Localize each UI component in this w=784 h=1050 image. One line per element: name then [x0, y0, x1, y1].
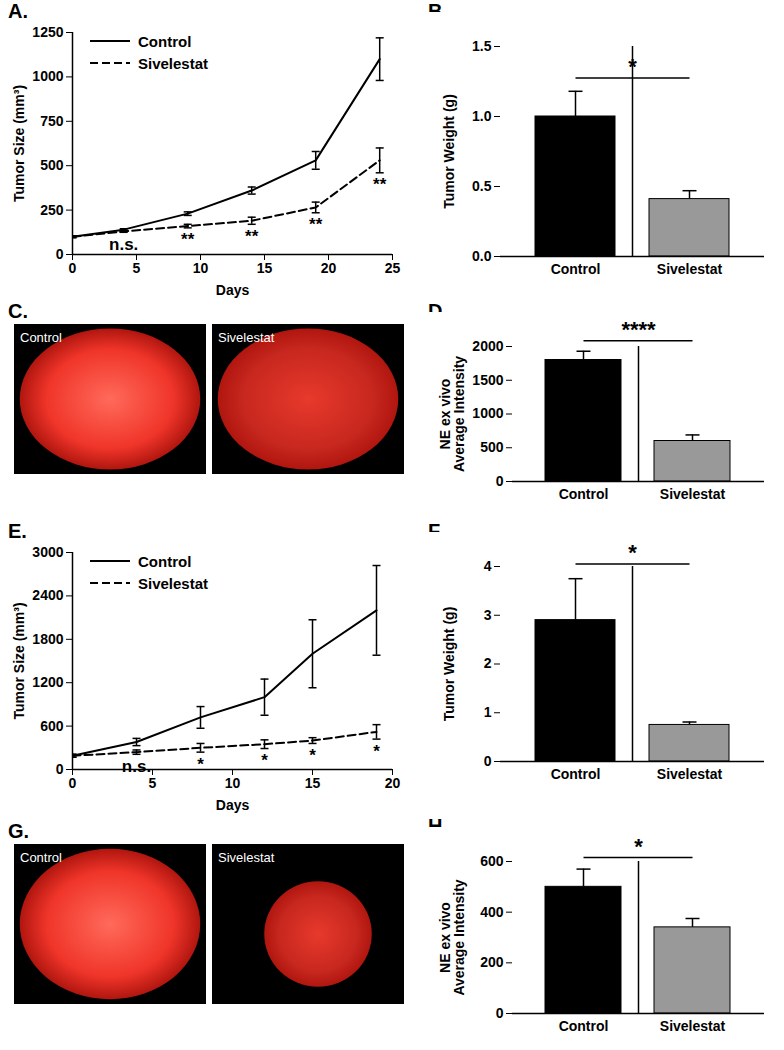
- html-text:F.: F.: [428, 520, 444, 542]
- svg-text:15: 15: [305, 775, 321, 791]
- svg-text:*: *: [628, 540, 637, 565]
- svg-text:Sivelestat: Sivelestat: [660, 1018, 726, 1034]
- html-text:H.: H.: [428, 815, 448, 837]
- svg-text:****: ****: [621, 317, 656, 342]
- svg-text:Control: Control: [559, 486, 609, 502]
- svg-text:NE ex vivoAverage Intensity: NE ex vivoAverage Intensity: [437, 356, 467, 472]
- svg-text:750: 750: [40, 113, 64, 129]
- html-text:E.: E.: [8, 520, 27, 542]
- svg-text:NE ex vivoAverage Intensity: NE ex vivoAverage Intensity: [437, 879, 467, 995]
- svg-text:*: *: [373, 742, 380, 761]
- svg-text:n.s.: n.s.: [109, 235, 138, 254]
- html-text:B.: B.: [428, 0, 448, 22]
- svg-text:Control: Control: [20, 850, 62, 865]
- svg-text:n.s.: n.s.: [122, 757, 151, 776]
- svg-text:Sivelestat: Sivelestat: [218, 850, 275, 865]
- svg-text:1000: 1000: [472, 405, 503, 421]
- svg-text:2400: 2400: [32, 587, 63, 603]
- svg-text:1.0: 1.0: [472, 108, 492, 124]
- svg-text:500: 500: [40, 157, 64, 173]
- svg-text:**: **: [245, 227, 259, 246]
- svg-text:Sivelestat: Sivelestat: [218, 330, 275, 345]
- svg-text:1500: 1500: [472, 372, 503, 388]
- svg-text:*: *: [197, 755, 204, 774]
- svg-text:1.5: 1.5: [472, 38, 492, 54]
- html-text:Control: Control: [138, 32, 192, 50]
- svg-text:0: 0: [69, 775, 77, 791]
- svg-text:10: 10: [225, 775, 241, 791]
- svg-text:500: 500: [480, 439, 504, 455]
- svg-text:1250: 1250: [32, 24, 63, 40]
- svg-text:200: 200: [480, 954, 504, 970]
- svg-text:Sivelestat: Sivelestat: [660, 486, 726, 502]
- svg-text:0.0: 0.0: [472, 248, 492, 264]
- svg-text:0.5: 0.5: [472, 178, 492, 194]
- svg-text:Days: Days: [216, 797, 250, 813]
- svg-text:3000: 3000: [32, 544, 63, 560]
- svg-text:*: *: [261, 751, 268, 770]
- svg-text:1000: 1000: [32, 68, 63, 84]
- svg-text:2: 2: [484, 655, 492, 671]
- svg-text:5: 5: [149, 775, 157, 791]
- svg-text:Tumor Size (mm³): Tumor Size (mm³): [11, 85, 27, 202]
- svg-text:400: 400: [480, 904, 504, 920]
- svg-text:250: 250: [40, 202, 64, 218]
- svg-text:Control: Control: [559, 1018, 609, 1034]
- svg-text:0: 0: [496, 1005, 504, 1021]
- svg-text:Tumor Size (mm³): Tumor Size (mm³): [11, 602, 27, 719]
- svg-text:0: 0: [69, 260, 77, 276]
- html-text:G.: G.: [8, 820, 30, 842]
- svg-text:5: 5: [133, 260, 141, 276]
- svg-text:**: **: [309, 215, 323, 234]
- svg-text:**: **: [373, 175, 387, 194]
- svg-text:0: 0: [56, 246, 64, 262]
- svg-text:Control: Control: [551, 766, 601, 782]
- svg-text:*: *: [634, 834, 643, 859]
- svg-text:600: 600: [480, 853, 504, 869]
- html-text:Sivelestat: Sivelestat: [138, 54, 208, 72]
- svg-text:Days: Days: [216, 282, 250, 298]
- svg-text:25: 25: [385, 260, 401, 276]
- svg-text:10: 10: [193, 260, 209, 276]
- html-text:C.: C.: [8, 300, 28, 322]
- html-text:Control: Control: [138, 552, 192, 570]
- svg-text:Sivelestat: Sivelestat: [657, 261, 723, 277]
- svg-text:Control: Control: [551, 261, 601, 277]
- svg-text:15: 15: [257, 260, 273, 276]
- svg-text:600: 600: [40, 718, 64, 734]
- html-text:A.: A.: [8, 0, 28, 22]
- svg-text:0: 0: [496, 473, 504, 489]
- svg-text:1: 1: [484, 704, 492, 720]
- svg-text:1800: 1800: [32, 631, 63, 647]
- svg-text:Tumor Weight (g): Tumor Weight (g): [441, 607, 457, 722]
- svg-text:Tumor Weight (g): Tumor Weight (g): [441, 94, 457, 209]
- svg-text:1200: 1200: [32, 674, 63, 690]
- svg-text:20: 20: [385, 775, 401, 791]
- svg-text:2000: 2000: [472, 338, 503, 354]
- svg-text:3: 3: [484, 607, 492, 623]
- html-text:D.: D.: [428, 300, 448, 322]
- svg-text:20: 20: [321, 260, 337, 276]
- svg-text:0: 0: [484, 753, 492, 769]
- svg-text:**: **: [181, 230, 195, 249]
- html-text:Sivelestat: Sivelestat: [138, 574, 208, 592]
- svg-text:4: 4: [484, 558, 492, 574]
- svg-text:Control: Control: [20, 330, 62, 345]
- svg-text:0: 0: [56, 761, 64, 777]
- svg-text:Sivelestat: Sivelestat: [657, 766, 723, 782]
- svg-text:*: *: [309, 746, 316, 765]
